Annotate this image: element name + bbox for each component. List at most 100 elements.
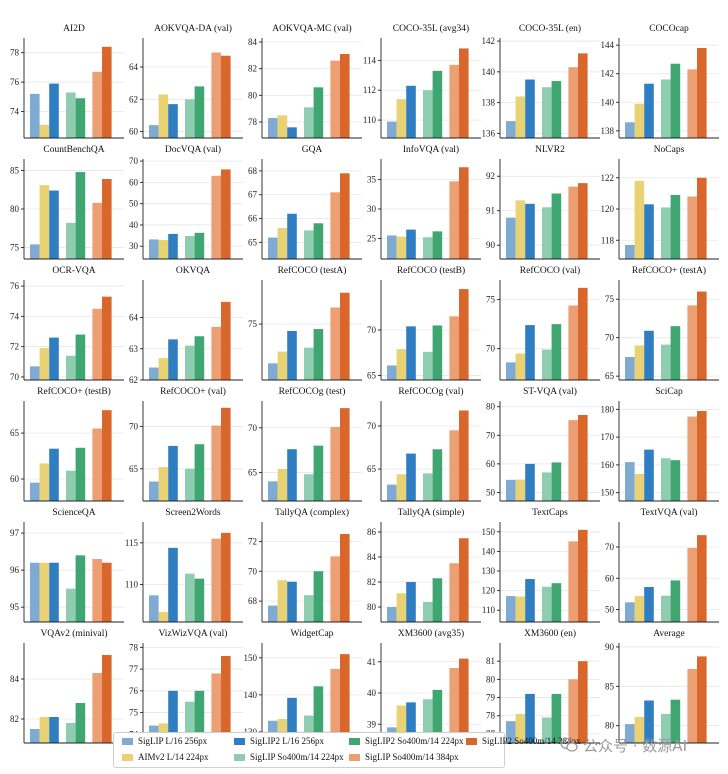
chart-title: TextCaps [532,508,568,518]
y-tick-label: 75 [486,295,496,305]
y-tick-label: 76 [10,77,20,87]
bar [697,177,707,259]
chart-svg: 90 91 92 NLVR2 [486,145,600,260]
y-tick-label: 60 [129,177,139,187]
bar [515,200,526,259]
bar [75,172,86,259]
bar [525,79,535,138]
bar [625,244,635,259]
bar [661,207,671,259]
y-tick-label: 84 [10,674,20,684]
y-tick-label: 140 [601,97,615,107]
bar [158,358,169,380]
bar [634,345,645,380]
chart-svg: 110 112 114 COCO-35L (avg34) [363,23,481,139]
legend-item: SigLIP2 So400m/14 384px [466,736,581,746]
y-tick-label: 78 [10,48,20,58]
bar [277,580,288,622]
y-tick-label: 67 [248,190,258,200]
bar [578,53,588,138]
chart-title: SciCap [655,387,683,397]
bar [304,347,314,380]
bar [551,583,562,622]
y-tick-label: 80 [605,721,615,731]
chart-svg: 68 70 72 TallyQA (complex) [248,507,362,623]
bar [625,602,635,622]
chart-svg: 138 140 142 144 COCOcap [601,24,719,139]
bar [277,228,288,259]
y-tick-label: 65 [10,428,20,438]
bar [75,98,86,138]
bar [387,607,397,622]
y-tick-label: 114 [363,55,377,65]
bar [542,349,552,380]
bar [515,713,526,743]
bar [75,555,86,622]
y-tick-label: 70 [367,421,377,431]
bar [459,167,469,259]
y-tick-label: 60 [605,573,615,583]
bar [102,46,112,138]
bar [568,305,578,380]
y-tick-label: 82 [248,64,257,74]
y-tick-label: 170 [601,432,615,442]
bar [313,223,324,259]
bar [406,85,416,138]
bar [396,474,407,501]
y-tick-label: 66 [248,214,258,224]
bar [340,408,350,501]
bar [406,582,416,622]
chart-panel: 110 120 130 140 150 TextCaps [468,502,604,624]
y-tick-label: 82 [367,577,376,587]
y-tick-label: 120 [601,204,615,214]
bar [304,595,314,622]
legend-item: SigLIP L/16 256px [122,736,207,746]
bar [634,473,645,501]
bar [277,115,288,138]
chart-svg: 65 66 67 68 GQA [248,145,362,260]
bar [102,562,112,622]
bar [432,689,443,743]
chart-svg: 60 62 64 AOKVQA-DA (val) [129,23,243,139]
y-tick-label: 138 [482,98,496,108]
chart-title: XM3600 (avg35) [398,628,464,639]
bar [396,236,407,259]
bar [194,86,205,138]
bar [542,472,552,501]
bar [578,529,588,622]
chart-title: VQAv2 (minival) [40,628,107,639]
bar [39,463,50,501]
y-tick-label: 86 [367,527,377,537]
chart-svg: 50 60 70 TextVQA (val) [605,507,719,623]
chart-title: RefCOCO+ (testB) [37,386,111,397]
bar [211,538,221,622]
bar [330,60,340,138]
y-tick-label: 70 [248,423,258,433]
bar [406,453,416,501]
bar [525,693,535,743]
y-tick-label: 40 [367,688,377,698]
y-tick-label: 75 [10,242,20,252]
bar [149,125,159,138]
bar [330,307,340,380]
y-tick-label: 150 [482,527,496,537]
y-tick-label: 118 [601,235,615,245]
y-tick-label: 40 [129,220,139,230]
chart-title: COCO-35L (en) [519,23,581,34]
bar [304,107,314,138]
chart-panel: 118 120 122 NoCaps [587,139,723,261]
chart-svg: 39 40 41 XM3600 (avg35) [367,628,481,744]
bar [158,467,169,501]
chart-title: ScienceQA [52,508,95,518]
y-tick-label: 95 [10,602,20,612]
bar [423,351,433,380]
bar [661,713,671,743]
y-tick-label: 80 [10,204,20,214]
bar [423,90,433,138]
chart-svg: 50 60 70 80 ST-VQA (val) [486,386,600,502]
chart-svg: 80 85 90 Average [605,629,719,744]
bar [625,462,635,501]
y-tick-label: 60 [129,127,139,137]
bar [330,426,340,501]
bar [102,410,112,501]
